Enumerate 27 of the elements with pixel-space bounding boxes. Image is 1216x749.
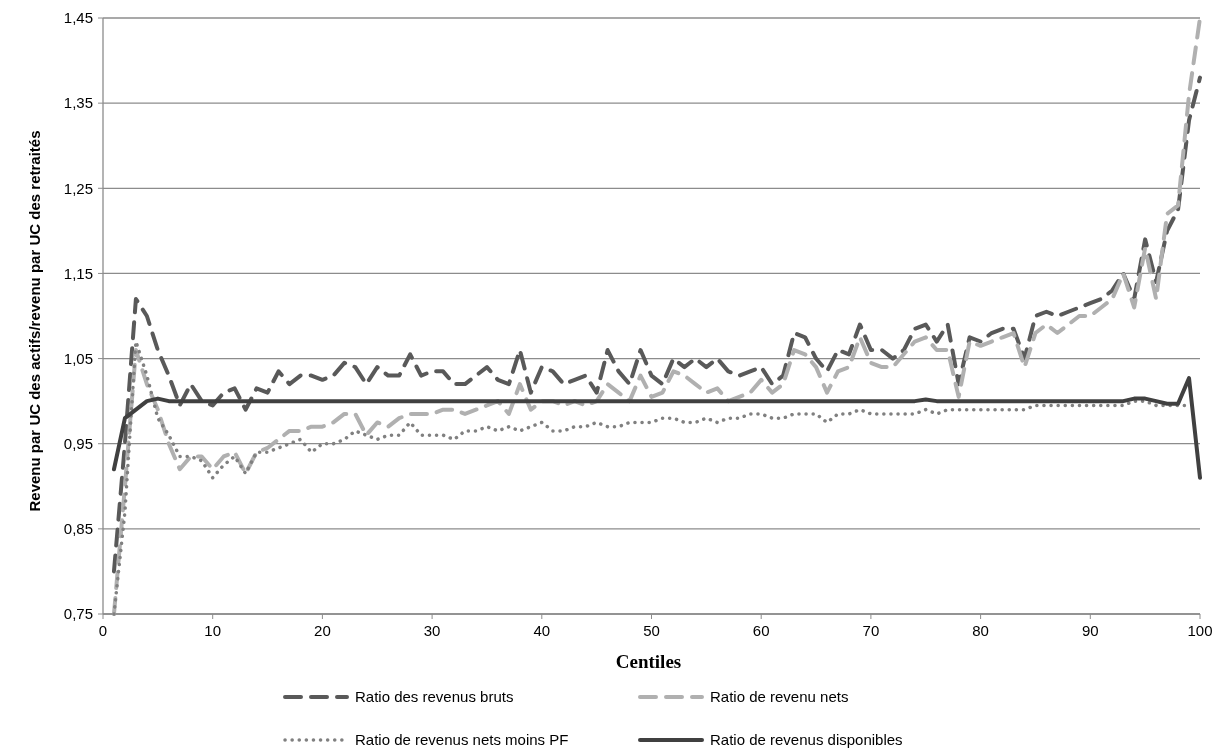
legend-label: Ratio de revenu nets — [710, 688, 849, 706]
x-tick-label: 40 — [533, 622, 551, 639]
y-tick-label: 1,35 — [63, 94, 93, 112]
y-tick-label: 0,95 — [63, 434, 93, 452]
y-tick-label: 1,05 — [63, 349, 93, 367]
y-tick-label: 1,45 — [63, 9, 93, 27]
legend-label: Ratio de revenus nets moins PF — [355, 731, 569, 749]
y-tick-label: 0,85 — [63, 520, 93, 538]
y-tick-label: 0,75 — [63, 605, 93, 623]
x-tick-label: 10 — [204, 622, 222, 639]
y-tick-label: 1,15 — [63, 264, 93, 282]
line-series — [111, 75, 1202, 574]
legend-label: Ratio des revenus bruts — [355, 688, 514, 706]
legend-label: Ratio de revenus disponibles — [710, 731, 903, 749]
x-axis-title: Centiles — [615, 651, 682, 672]
x-tick-label: 80 — [972, 622, 989, 639]
y-tick-label: 1,25 — [63, 179, 93, 197]
x-tick-label: 0 — [98, 622, 108, 639]
x-tick-label: 60 — [752, 622, 770, 639]
x-tick-label: 90 — [1081, 622, 1099, 639]
x-tick-label: 100 — [1187, 622, 1213, 639]
line-series — [111, 376, 1202, 480]
x-tick-label: 50 — [643, 622, 660, 639]
y-axis-title: Revenu par UC des actifs/revenu par UC des retraités — [26, 130, 43, 512]
x-tick-label: 70 — [862, 622, 880, 639]
x-tick-label: 30 — [423, 622, 441, 639]
x-tick-label: 20 — [314, 622, 331, 639]
